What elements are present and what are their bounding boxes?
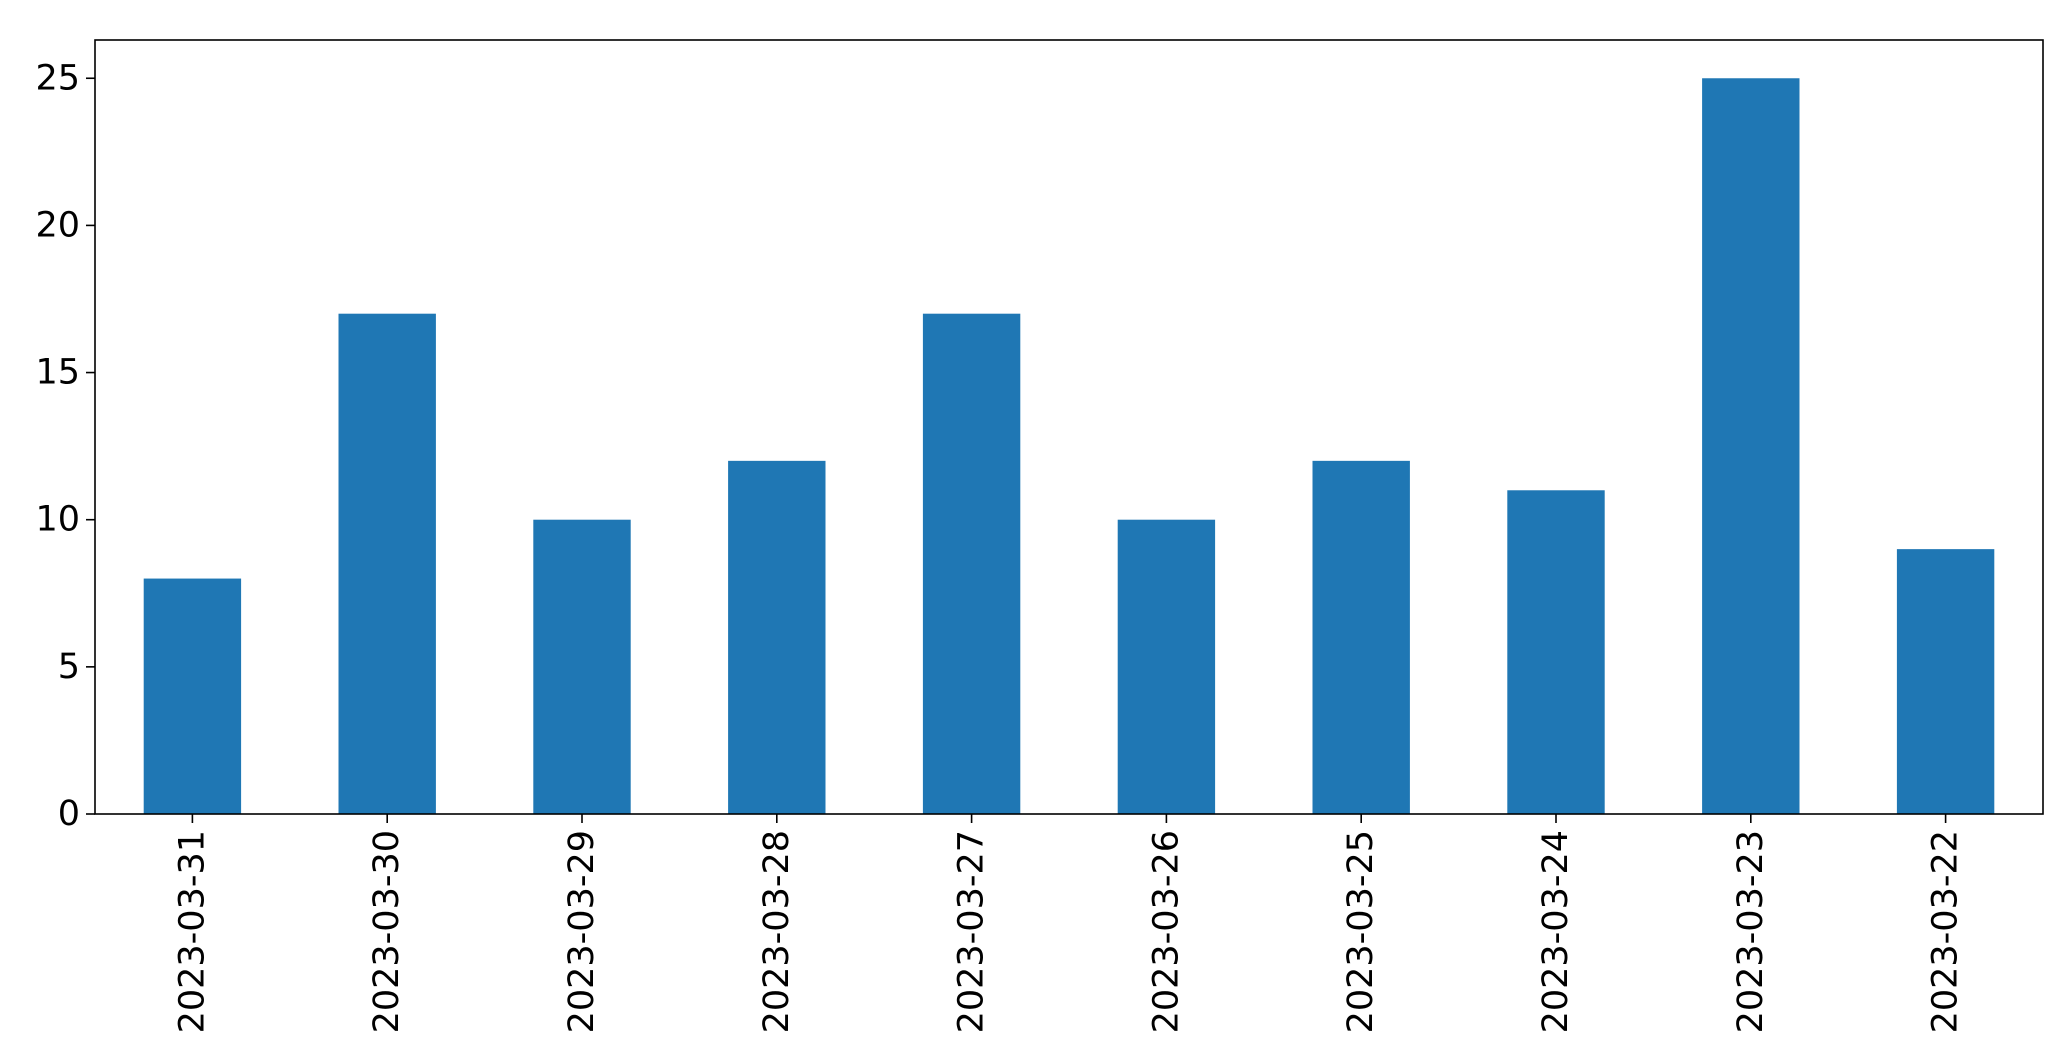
x-tick-label: 2023-03-31 — [172, 830, 212, 1033]
bars — [143, 78, 1995, 815]
x-tick-label: 2023-03-25 — [1341, 830, 1381, 1033]
bar-2023-03-26 — [1117, 519, 1216, 814]
bar-2023-03-30 — [338, 313, 436, 814]
x-tick-label: 2023-03-26 — [1146, 830, 1186, 1033]
bar-2023-03-29 — [533, 519, 631, 814]
x-tick-label: 2023-03-22 — [1926, 830, 1966, 1033]
y-tick-label: 5 — [58, 647, 80, 687]
y-tick-label: 15 — [35, 353, 80, 393]
y-tick-label: 10 — [35, 500, 80, 540]
bar-2023-03-28 — [728, 460, 826, 814]
bar-2023-03-22 — [1896, 549, 1995, 814]
bar-2023-03-25 — [1312, 460, 1410, 814]
bar-2023-03-24 — [1507, 490, 1605, 814]
y-axis: 0 5 10 15 20 25 — [35, 58, 95, 834]
x-tick-label: 2023-03-24 — [1536, 830, 1576, 1033]
x-tick-label: 2023-03-23 — [1731, 830, 1771, 1033]
bar-2023-03-31 — [143, 578, 242, 814]
plot-frame — [94, 39, 2044, 815]
y-tick-label: 0 — [58, 794, 80, 834]
y-tick-label: 20 — [35, 205, 80, 245]
x-tick-label: 2023-03-27 — [952, 830, 992, 1033]
x-axis: 2023-03-31 2023-03-30 2023-03-29 2023-03-28… — [172, 814, 1966, 1033]
x-tick-label: 2023-03-30 — [367, 830, 407, 1033]
y-tick-label: 25 — [35, 58, 80, 98]
x-tick-label: 2023-03-28 — [757, 830, 797, 1033]
bar-2023-03-23 — [1702, 78, 1800, 815]
bar-2023-03-27 — [922, 313, 1021, 814]
x-tick-label: 2023-03-29 — [562, 830, 602, 1033]
